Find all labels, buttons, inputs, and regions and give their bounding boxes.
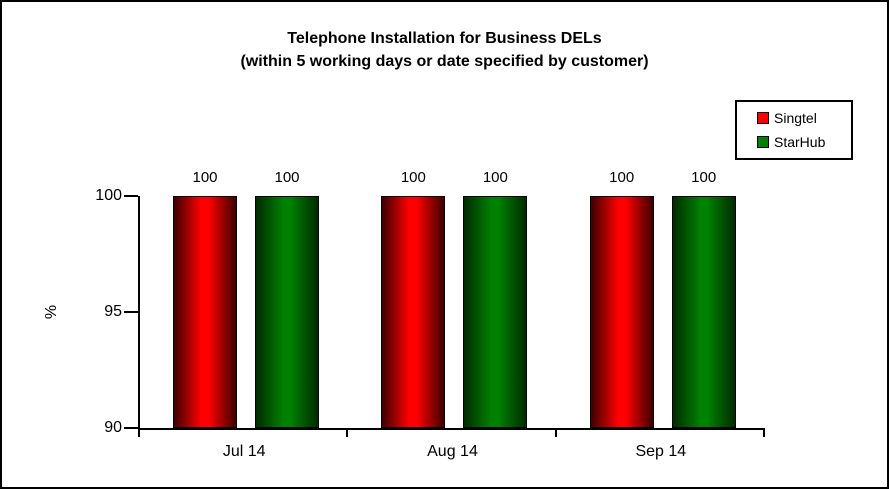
legend: Singtel StarHub <box>735 100 853 160</box>
legend-swatch-starhub <box>757 135 769 148</box>
chart-title-line1: Telephone Installation for Business DELs <box>287 30 602 47</box>
y-tick-label: 90 <box>104 419 122 436</box>
bar-singtel-sep-14 <box>589 196 654 428</box>
x-axis <box>138 428 765 430</box>
x-tick <box>138 428 140 437</box>
bar-starhub-sep-14 <box>671 196 736 428</box>
legend-label-singtel: Singtel <box>774 110 817 127</box>
y-tick-label: 95 <box>104 303 122 320</box>
x-tick <box>763 428 765 437</box>
x-tick <box>346 428 349 437</box>
y-tick <box>124 427 138 429</box>
bar-value-label: 100 <box>274 169 300 186</box>
bar-starhub-aug-14 <box>463 196 528 428</box>
legend-item-starhub: StarHub <box>757 135 851 149</box>
x-category-label: Sep 14 <box>635 443 687 460</box>
bar-starhub-jul-14 <box>255 196 319 428</box>
y-tick-label: 100 <box>95 187 122 204</box>
bar-value-label: 100 <box>192 169 218 186</box>
bar-value-label: 100 <box>482 169 508 186</box>
y-axis <box>138 196 140 430</box>
chart-title-line2: (within 5 working days or date specified… <box>240 53 649 70</box>
y-tick <box>124 195 138 197</box>
y-tick <box>124 311 138 313</box>
x-tick <box>554 428 557 437</box>
legend-item-singtel: Singtel <box>757 111 851 125</box>
bar-value-label: 100 <box>691 169 717 186</box>
bar-value-label: 100 <box>609 169 635 186</box>
bar-singtel-jul-14 <box>173 196 237 428</box>
chart-title: Telephone Installation for Business DELs… <box>0 27 889 73</box>
x-category-label: Jul 14 <box>222 443 266 460</box>
bar-value-label: 100 <box>400 169 426 186</box>
y-axis-title: % <box>43 304 61 320</box>
x-category-label: Aug 14 <box>427 443 478 460</box>
legend-label-starhub: StarHub <box>774 133 826 150</box>
legend-swatch-singtel <box>757 112 769 125</box>
bar-singtel-aug-14 <box>381 196 446 428</box>
